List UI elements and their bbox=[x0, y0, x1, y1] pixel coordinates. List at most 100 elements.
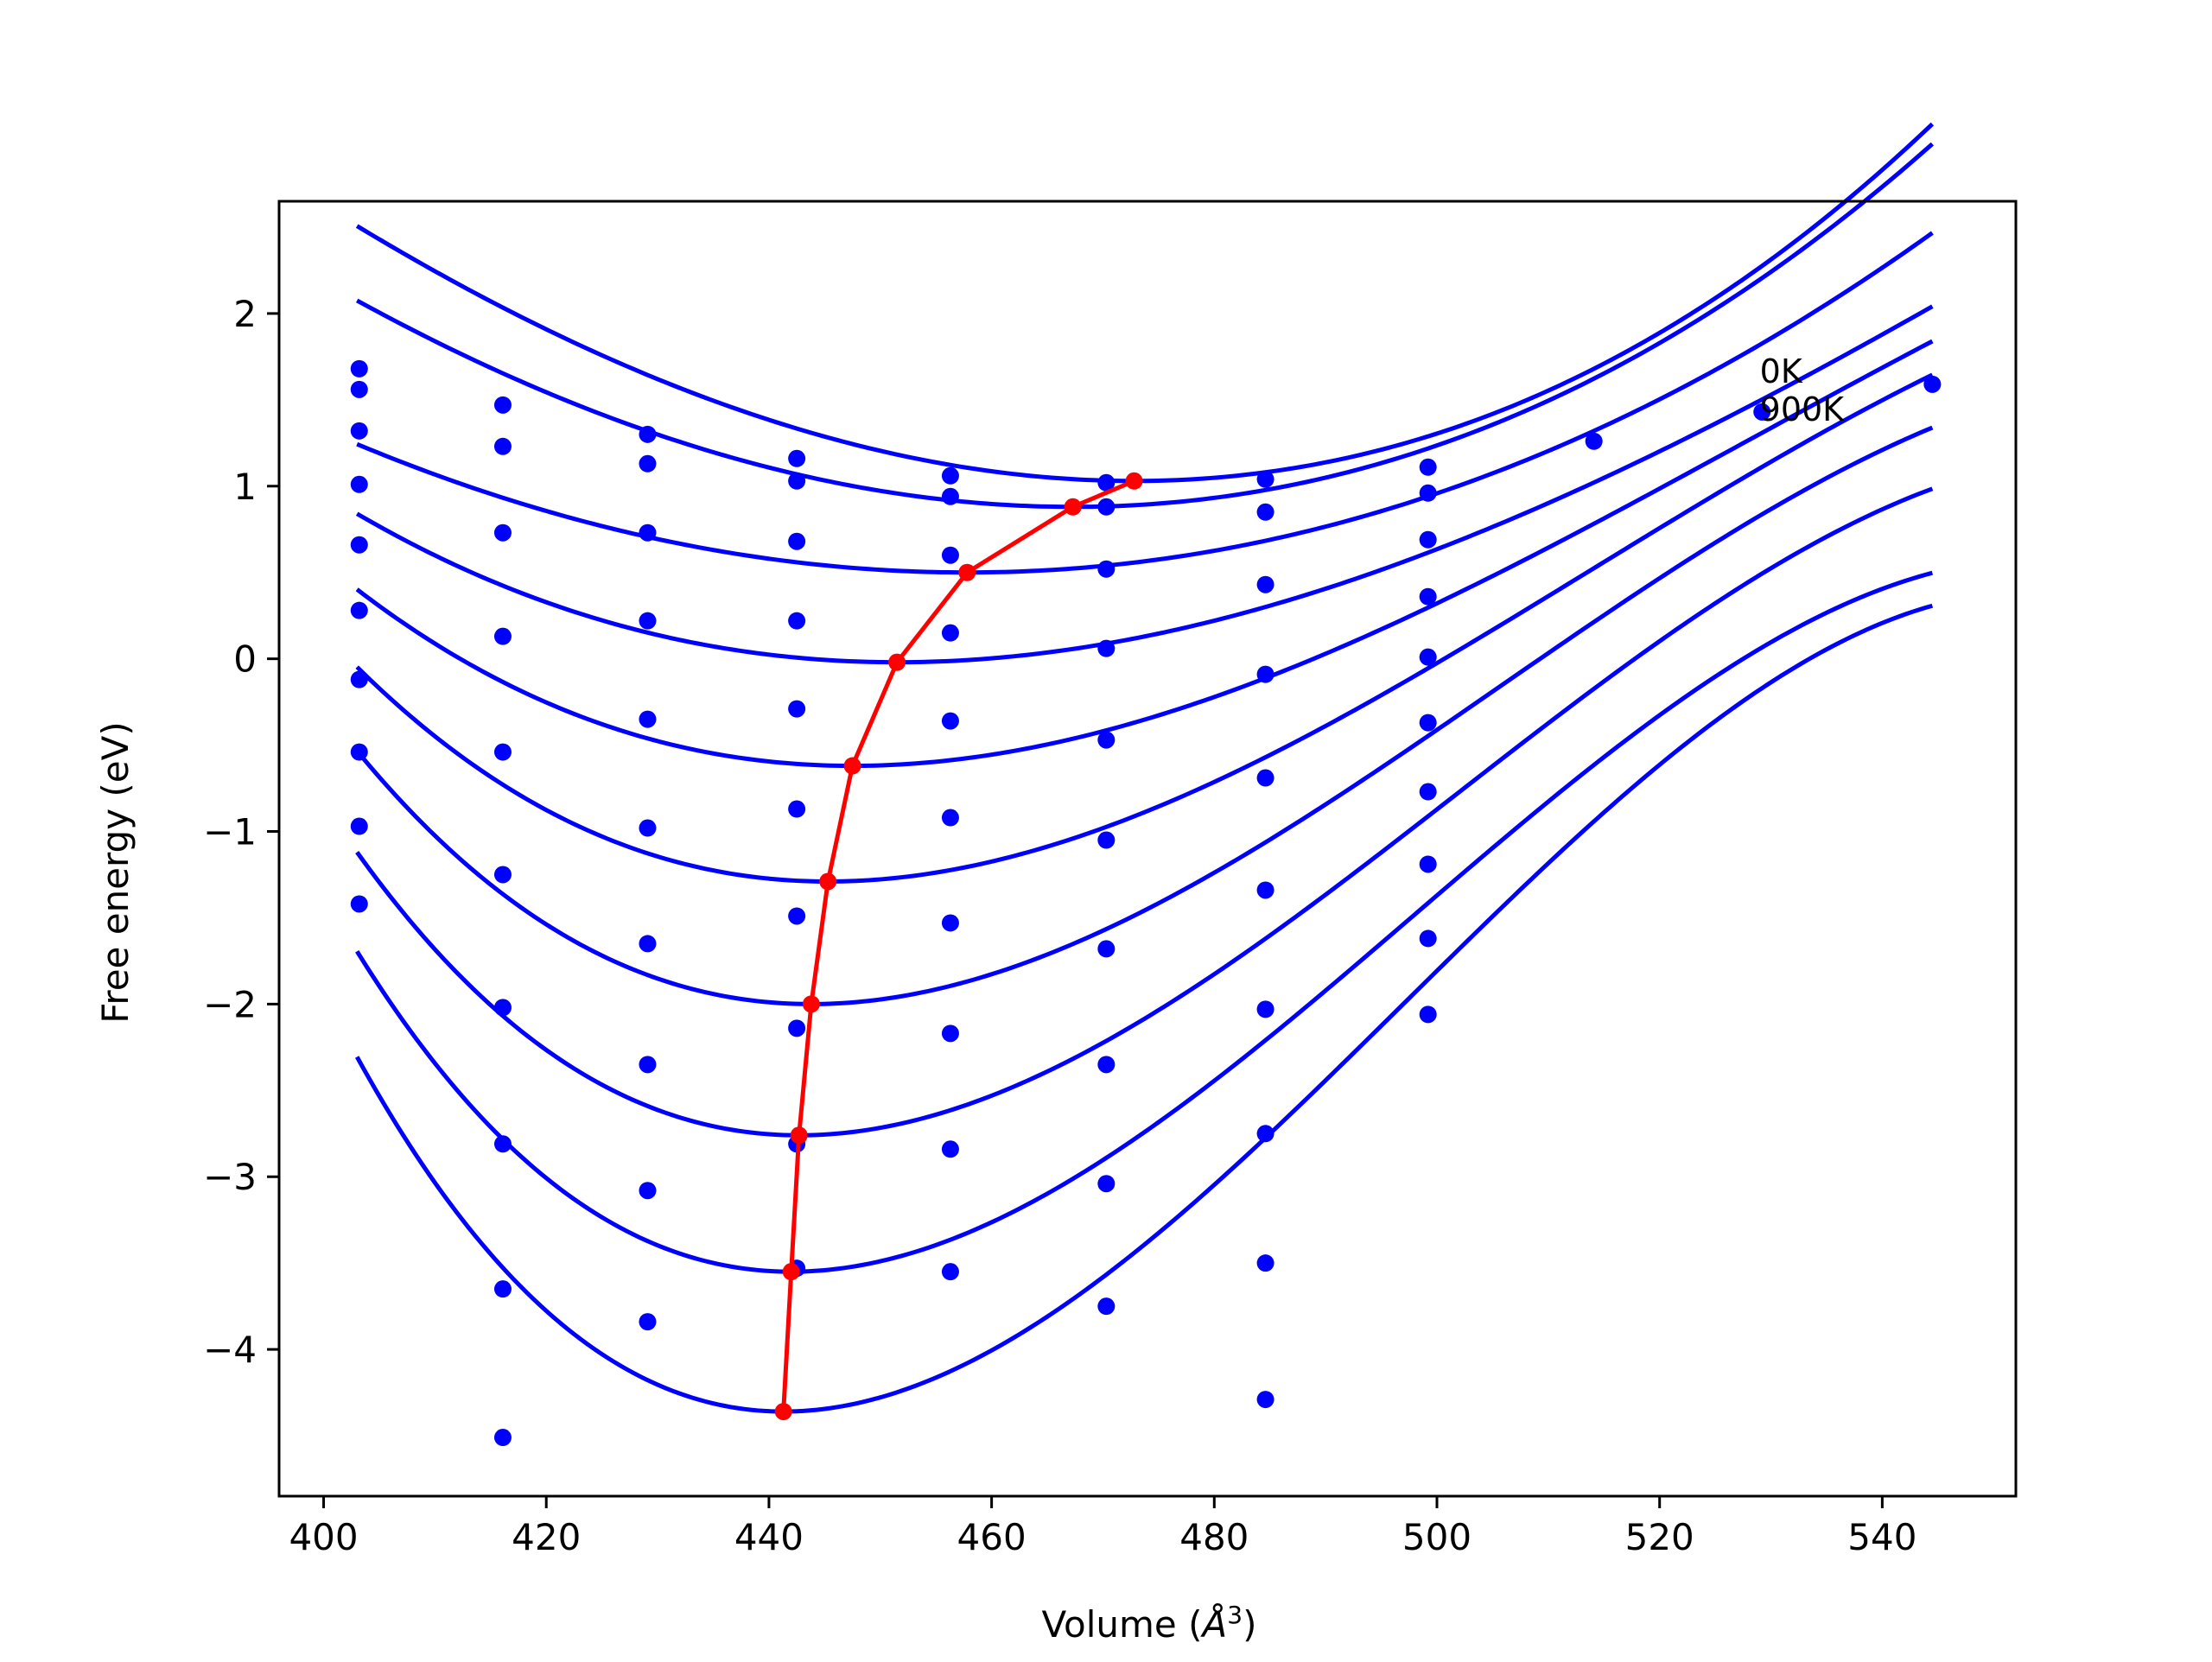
y-tick-label: −4 bbox=[203, 1329, 257, 1371]
data-point bbox=[639, 1056, 657, 1074]
minimum-point bbox=[790, 1126, 808, 1145]
data-point bbox=[350, 743, 368, 761]
data-point bbox=[493, 866, 512, 884]
data-point bbox=[1256, 470, 1274, 488]
data-point bbox=[493, 1429, 512, 1447]
data-point bbox=[1419, 783, 1437, 801]
data-point bbox=[1419, 855, 1437, 873]
data-point bbox=[1256, 1125, 1274, 1143]
minimum-point bbox=[819, 872, 837, 891]
fit-curve bbox=[355, 486, 1934, 1138]
data-point bbox=[941, 624, 959, 642]
data-point bbox=[350, 601, 368, 619]
data-point bbox=[1097, 1175, 1116, 1193]
data-point bbox=[1256, 881, 1274, 899]
x-tick-label: 400 bbox=[289, 1516, 358, 1558]
data-point bbox=[639, 523, 657, 542]
data-point bbox=[639, 454, 657, 473]
data-point bbox=[350, 817, 368, 835]
data-point bbox=[1585, 432, 1603, 450]
fit-curve bbox=[355, 570, 1934, 1274]
data-point bbox=[639, 612, 657, 630]
fit-curve bbox=[355, 339, 1934, 769]
data-point bbox=[941, 546, 959, 564]
data-point bbox=[493, 396, 512, 414]
y-tick-label: 1 bbox=[233, 466, 257, 508]
x-tick-label: 420 bbox=[512, 1516, 581, 1558]
x-axis-label-symbol: Å bbox=[1200, 1602, 1228, 1646]
x-axis-label: Volume (Å3) bbox=[1042, 1601, 1257, 1646]
curve-annotation: 0K bbox=[1760, 352, 1803, 390]
data-point bbox=[941, 914, 959, 932]
data-point bbox=[941, 1263, 959, 1281]
data-point bbox=[788, 472, 806, 490]
data-point bbox=[1097, 831, 1116, 849]
data-point bbox=[1923, 375, 1942, 393]
data-point bbox=[1419, 484, 1437, 502]
data-point bbox=[788, 800, 806, 818]
fit-curve bbox=[356, 231, 1934, 575]
data-point bbox=[1419, 1005, 1437, 1024]
y-tick-label: −1 bbox=[203, 811, 257, 853]
fit-curves-layer bbox=[355, 122, 1935, 1414]
data-point bbox=[1256, 1254, 1274, 1272]
y-tick-label: −2 bbox=[203, 983, 257, 1025]
minimum-point bbox=[1064, 498, 1082, 516]
data-point bbox=[788, 907, 806, 925]
data-point bbox=[493, 743, 512, 761]
x-axis-label-exponent: 3 bbox=[1227, 1601, 1243, 1629]
minima-line bbox=[781, 479, 1135, 1412]
data-point bbox=[1097, 731, 1116, 749]
x-axis-label-text: Volume ( bbox=[1042, 1603, 1203, 1646]
fit-curve bbox=[355, 304, 1934, 665]
fit-curve bbox=[355, 372, 1934, 884]
data-point bbox=[350, 359, 368, 377]
plot-frame bbox=[277, 200, 2018, 1498]
data-point bbox=[350, 670, 368, 688]
data-point bbox=[350, 536, 368, 554]
data-point bbox=[1419, 714, 1437, 732]
data-point bbox=[941, 1024, 959, 1043]
data-point bbox=[941, 487, 959, 505]
data-point bbox=[639, 819, 657, 837]
data-point bbox=[941, 809, 959, 827]
data-point bbox=[1097, 1297, 1116, 1316]
curve-annotation: 900K bbox=[1760, 390, 1846, 428]
data-point bbox=[1097, 473, 1116, 492]
data-point bbox=[1097, 1056, 1116, 1074]
data-point bbox=[639, 710, 657, 728]
data-point bbox=[493, 437, 512, 455]
data-point bbox=[1419, 458, 1437, 476]
fit-curve bbox=[355, 142, 1935, 510]
data-point bbox=[639, 1182, 657, 1200]
minimum-point bbox=[1125, 472, 1143, 490]
x-tick-label: 520 bbox=[1625, 1516, 1694, 1558]
data-point bbox=[639, 1313, 657, 1331]
minimum-point bbox=[958, 563, 976, 581]
data-point bbox=[788, 700, 806, 718]
fit-curve bbox=[355, 603, 1934, 1414]
data-point bbox=[1419, 530, 1437, 549]
data-point bbox=[941, 466, 959, 485]
minimum-point bbox=[888, 653, 906, 671]
data-point bbox=[350, 475, 368, 493]
data-point bbox=[1419, 587, 1437, 606]
minimum-point bbox=[843, 757, 861, 775]
data-point bbox=[639, 425, 657, 443]
x-tick-label: 460 bbox=[957, 1516, 1027, 1558]
x-axis-label-close: ) bbox=[1243, 1603, 1256, 1646]
data-point bbox=[639, 935, 657, 953]
data-point bbox=[350, 895, 368, 913]
data-point bbox=[1256, 1391, 1274, 1409]
data-point bbox=[1256, 665, 1274, 683]
data-point bbox=[941, 1140, 959, 1158]
data-point bbox=[350, 380, 368, 398]
data-point bbox=[941, 712, 959, 730]
data-point bbox=[1419, 648, 1437, 666]
data-point bbox=[1419, 929, 1437, 948]
data-point bbox=[788, 612, 806, 630]
data-point bbox=[788, 532, 806, 550]
